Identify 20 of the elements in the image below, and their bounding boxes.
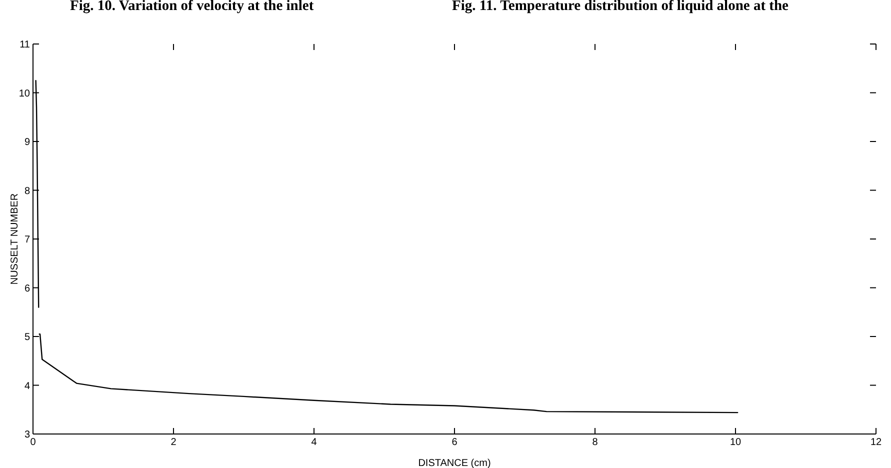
x-tick-label: 2 (170, 437, 177, 448)
y-tick-label: 11 (20, 40, 30, 50)
caption: Fig. 10. Variation of velocity at the inlet (70, 0, 314, 16)
y-tick-label: 7 (24, 234, 30, 246)
y-tick-label: 3 (24, 430, 30, 440)
caption: Fig. 11. Temperature distribution of liquid alone at the (452, 0, 788, 16)
y-tick-label: 10 (18, 88, 30, 100)
x-tick-label: 10 (730, 437, 742, 448)
x-tick-label: 8 (592, 437, 598, 448)
x-axis-title: DISTANCE (cm) (418, 458, 491, 468)
y-tick-label: 8 (24, 186, 30, 197)
x-tick-label: 0 (30, 437, 36, 448)
y-tick-label: 6 (24, 283, 30, 294)
y-axis-title: NUSSELT NUMBER (10, 193, 21, 285)
x-tick-label: 12 (870, 437, 882, 448)
x-tick-label: 6 (452, 437, 458, 448)
y-tick-label: 5 (24, 332, 30, 343)
x-tick-label: 4 (311, 437, 318, 448)
y-tick-label: 9 (24, 137, 30, 148)
y-tick-label: 4 (24, 380, 30, 392)
